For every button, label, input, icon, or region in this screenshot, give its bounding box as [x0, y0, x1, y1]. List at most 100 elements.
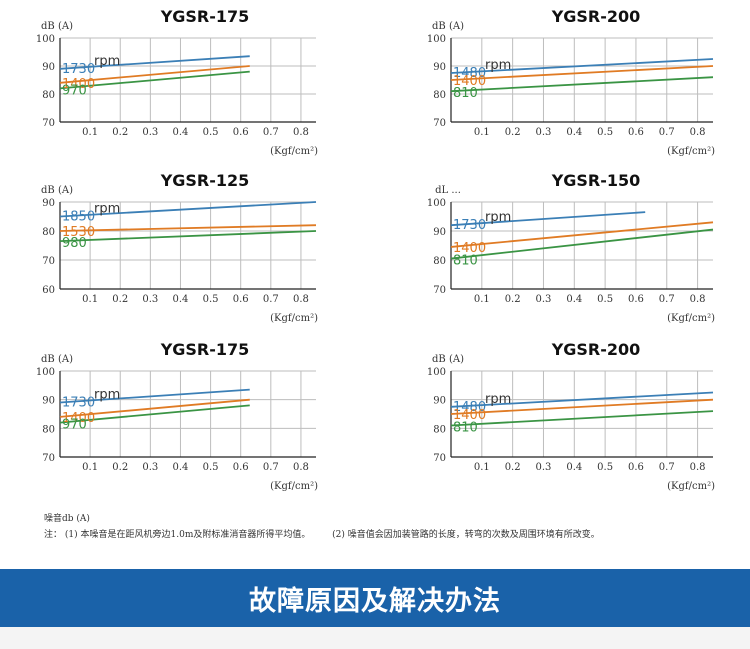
x-tick-label: 0.4 — [173, 127, 189, 138]
series-label-1480: 1480 — [453, 400, 486, 415]
x-tick-label: 0.8 — [293, 462, 309, 473]
series-line-810 — [450, 410, 714, 427]
x-tick-label: 0.2 — [112, 462, 128, 473]
x-tick-label: 0.7 — [659, 462, 675, 473]
chart-title: YGSR-175 — [160, 7, 250, 26]
y-tick-label: 100 — [427, 367, 446, 378]
chart-title: YGSR-150 — [551, 171, 641, 190]
y-tick-label: 100 — [427, 34, 446, 45]
series-label-970: 970 — [62, 418, 87, 433]
x-tick-label: 0.7 — [263, 462, 279, 473]
x-tick-label: 0.3 — [536, 294, 552, 305]
x-tick-label: 0.1 — [82, 127, 98, 138]
series-line-810 — [450, 76, 714, 93]
banner-title: 故障原因及解决办法 — [249, 585, 501, 617]
series-label-1730: 1730 — [453, 218, 486, 233]
x-tick-label: 0.8 — [293, 294, 309, 305]
x-tick-label: 0.8 — [690, 462, 706, 473]
x-tick-label: 0.5 — [597, 462, 613, 473]
y-tick-label: 70 — [433, 118, 446, 129]
series-label-1400: 1400 — [62, 411, 95, 426]
x-axis-label: (Kgf/cm²) — [270, 146, 318, 157]
y-tick-label: 70 — [42, 118, 55, 129]
y-tick-label: 90 — [433, 227, 446, 238]
y-tick-label: 80 — [42, 424, 55, 435]
chart-title: YGSR-125 — [160, 171, 250, 190]
rpm-unit-label: rpm — [485, 210, 511, 225]
chart-title: YGSR-175 — [160, 340, 250, 359]
section-banner: 故障原因及解决办法 — [0, 569, 750, 627]
x-tick-label: 0.8 — [293, 127, 309, 138]
x-tick-label: 0.8 — [690, 127, 706, 138]
x-axis-label: (Kgf/cm²) — [667, 481, 715, 492]
series-line-1730 — [59, 388, 250, 404]
y-tick-label: 80 — [42, 227, 55, 238]
series-label-1730: 1730 — [62, 62, 95, 77]
y-axis-label: dB (A) — [41, 354, 73, 365]
y-axis-label: dB (A) — [41, 21, 73, 32]
series-label-1400: 1400 — [453, 408, 486, 423]
noise-charts: 70 80 90 100 0.1 0.2 0.3 0.4 0.5 0.6 0.7 0.8 dB (A) (… — [36, 7, 715, 492]
x-tick-label: 0.4 — [566, 294, 582, 305]
rpm-unit-label: rpm — [94, 54, 120, 69]
y-tick-label: 80 — [433, 424, 446, 435]
series-line-1400 — [450, 65, 714, 81]
x-tick-label: 0.3 — [142, 127, 158, 138]
series-label-980: 980 — [62, 236, 87, 251]
x-tick-label: 0.3 — [142, 462, 158, 473]
chart-panel-3: 60 70 80 90 0.1 0.2 0.3 0.4 0.5 0.6 0.7 0.8 dB (A) (K… — [41, 171, 318, 324]
chart-panel-5: 70 80 90 100 0.1 0.2 0.3 0.4 0.5 0.6 0.7 0.8 dB (A) (… — [36, 340, 318, 492]
notes-heading: 噪音db (A) — [44, 514, 90, 524]
x-tick-label: 0.2 — [505, 294, 521, 305]
x-tick-label: 0.8 — [690, 294, 706, 305]
x-tick-label: 0.6 — [628, 127, 644, 138]
series-label-810: 810 — [453, 86, 478, 101]
series-line-980 — [59, 230, 317, 243]
series-label-970: 970 — [62, 83, 87, 98]
x-tick-label: 0.4 — [173, 294, 189, 305]
series-line-1730 — [59, 55, 250, 70]
y-tick-label: 80 — [433, 90, 446, 101]
rpm-unit-label: rpm — [485, 58, 511, 73]
x-tick-label: 0.7 — [263, 127, 279, 138]
note-1: (1) 本噪音是在距风机旁边1.0m及附标准消音器所得平均值。 — [64, 530, 311, 540]
x-tick-label: 0.4 — [566, 462, 582, 473]
series-label-1530: 1530 — [62, 225, 95, 240]
y-tick-label: 70 — [42, 453, 55, 464]
chart-title: YGSR-200 — [551, 7, 641, 26]
series-line-970 — [59, 404, 250, 424]
y-tick-label: 70 — [42, 256, 55, 267]
y-axis-label: dL ... — [435, 185, 461, 196]
x-tick-label: 0.5 — [203, 462, 219, 473]
y-tick-label: 80 — [433, 256, 446, 267]
x-tick-label: 0.1 — [82, 462, 98, 473]
x-tick-label: 0.3 — [536, 127, 552, 138]
x-axis-label: (Kgf/cm²) — [667, 313, 715, 324]
x-tick-label: 0.7 — [659, 294, 675, 305]
x-tick-label: 0.7 — [263, 294, 279, 305]
x-axis-label: (Kgf/cm²) — [270, 481, 318, 492]
x-tick-label: 0.3 — [142, 294, 158, 305]
series-line-1400 — [59, 65, 250, 84]
y-tick-label: 100 — [427, 198, 446, 209]
chart-panel-6: 70 80 90 100 0.1 0.2 0.3 0.4 0.5 0.6 0.7 0.8 dB (A) (… — [427, 340, 715, 492]
x-tick-label: 0.5 — [203, 294, 219, 305]
y-tick-label: 80 — [42, 90, 55, 101]
series-line-1850 — [59, 201, 317, 218]
y-tick-label: 70 — [433, 453, 446, 464]
series-line-970 — [59, 70, 250, 90]
chart-panel-2: 70 80 90 100 0.1 0.2 0.3 0.4 0.5 0.6 0.7 0.8 dB (A) (… — [427, 7, 715, 157]
series-label-1400: 1400 — [453, 74, 486, 89]
y-tick-label: 100 — [36, 367, 55, 378]
x-tick-label: 0.2 — [505, 462, 521, 473]
y-tick-label: 100 — [36, 34, 55, 45]
series-label-810: 810 — [453, 254, 478, 269]
y-tick-label: 70 — [433, 285, 446, 296]
series-label-810: 810 — [453, 420, 478, 435]
series-line-1400 — [450, 221, 714, 248]
series-line-1480 — [450, 391, 714, 408]
notes-prefix: 注： — [44, 530, 63, 540]
y-tick-label: 90 — [42, 396, 55, 407]
bottom-strip — [0, 627, 750, 649]
y-tick-label: 90 — [433, 62, 446, 73]
